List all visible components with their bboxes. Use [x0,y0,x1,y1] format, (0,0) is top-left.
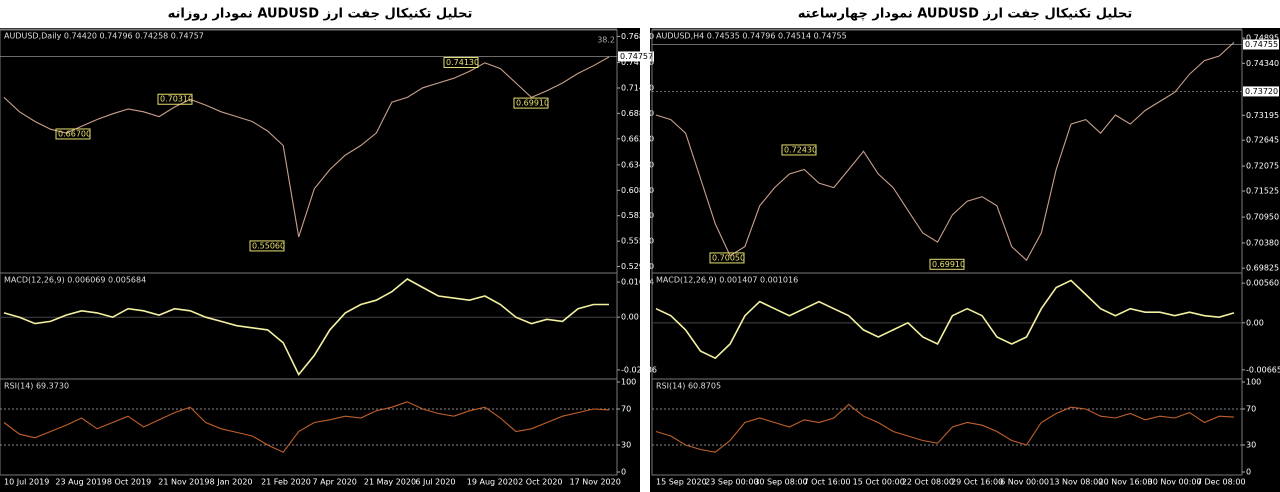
y-tick-label: 0.66200 [621,134,654,143]
y-tick-label: 0.74340 [1246,59,1279,68]
annotation-label: 0.72430 [784,145,817,154]
y-tick-label: 0.72645 [1246,136,1279,145]
y-tick-label: 0.71525 [1246,187,1279,196]
panel-header: MACD(12,26,9) 0.006069 0.005684 [4,276,146,285]
price-badge-label: 0.74755 [1245,40,1278,49]
y-tick-label: 0.72075 [1246,162,1279,171]
y-tick-label: 0 [1246,468,1251,477]
x-tick-label: 13 Nov 08:00 [1049,478,1103,487]
x-tick-label: 22 Oct 08:00 [902,478,954,487]
annotation-label: 0.69910 [516,99,549,108]
y-tick-label: 0.00 [621,313,639,322]
y-tick-label: 0.68840 [621,109,654,118]
x-tick-label: 21 Feb 2020 [261,478,311,487]
price-badge-label: 0.73720 [1245,87,1278,96]
x-tick-label: 8 Oct 2019 [107,478,151,487]
y-tick-label: 70 [621,405,631,414]
x-tick-label: 20 Nov 16:00 [1099,478,1153,487]
y-tick-label: 0.01654 [621,278,654,287]
x-tick-label: 15 Oct 00:00 [853,478,905,487]
plot-border [651,29,1243,476]
annotation-box [443,56,479,68]
annotation-box [249,240,285,252]
x-tick-label: 10 Jul 2019 [4,478,49,487]
y-tick-label: 0.52920 [621,262,654,271]
annotation-box [513,97,549,109]
y-tick-label: 0.70950 [1246,213,1279,222]
annotation-box [157,93,193,105]
annotation-box [55,128,91,140]
y-tick-label: 0.69825 [1246,264,1279,273]
annotation-box [781,144,817,156]
y-tick-label: 0.70380 [1246,238,1279,247]
x-tick-label: 19 Aug 2020 [467,478,518,487]
y-tick-label: 0.63480 [621,160,654,169]
annotation-label: 0.55060 [252,241,285,250]
x-tick-label: 15 Sep 2020 [656,478,707,487]
y-tick-label: 30 [1246,441,1256,450]
annotation-label: 0.70050 [712,253,745,262]
x-tick-label: 30 Sep 08:00 [754,478,807,487]
rsi-line [655,403,1235,453]
annotation-label: 0.74130 [446,58,479,67]
y-tick-label: 0.00 [1246,318,1264,327]
y-tick-label: 100 [621,378,636,387]
y-tick-label: 100 [1246,378,1261,387]
price-line [655,41,1235,262]
y-tick-label: 0.005607 [1246,279,1280,288]
panel-header: RSI(14) 69.3730 [4,382,69,391]
y-tick-label: -0.02486 [621,365,657,374]
x-tick-label: 21 Nov 2019 [158,478,209,487]
y-tick-label: 0.71480 [621,83,654,92]
panel-header: AUDUSD,Daily 0.74420 0.74796 0.74258 0.7… [4,32,204,41]
x-tick-label: 6 Jul 2020 [415,478,455,487]
y-tick-label: 0.60840 [621,186,654,195]
annotation-box [709,252,745,264]
annotation-label: 0.69910 [932,260,965,269]
x-tick-label: 30 Nov 00:00 [1148,478,1202,487]
x-tick-label: 7 Oct 16:00 [804,478,851,487]
x-tick-label: 7 Dec 08:00 [1197,478,1246,487]
left-panel [0,28,640,492]
y-tick-label: 0.73195 [1246,111,1279,120]
price-badge [618,51,654,62]
x-tick-label: 21 May 2020 [364,478,416,487]
x-tick-label: 29 Oct 16:00 [951,478,1003,487]
panel-header: RSI(14) 60.8705 [656,382,721,391]
y-tick-label: 0 [621,468,626,477]
rsi-line [3,401,610,453]
price-line [3,56,610,238]
panel-header: MACD(12,26,9) 0.001407 0.001016 [656,276,798,285]
annotation-label: 0.70310 [160,95,193,104]
y-tick-label: -0.006656 [1246,365,1280,374]
x-tick-label: 6 Nov 00:00 [1000,478,1049,487]
y-tick-label: 0.55560 [621,237,654,246]
price-badge [1243,39,1279,50]
x-tick-label: 8 Jan 2020 [210,478,253,487]
annotation-label: 0.66700 [58,129,91,138]
x-tick-label: 2 Oct 2020 [518,478,562,487]
x-tick-label: 7 Apr 2020 [313,478,357,487]
macd-line [3,278,609,376]
y-tick-label: 70 [1246,405,1256,414]
x-tick-label: 23 Aug 2019 [55,478,106,487]
chart-title: تحلیل تکنیکال جفت ارز AUDUSD نمودار چهار… [798,7,1132,22]
y-tick-label: 0.58200 [621,211,654,220]
panel-header: AUDUSD,H4 0.74535 0.74796 0.74514 0.7475… [656,32,847,41]
x-tick-label: 17 Nov 2020 [570,478,621,487]
price-badge [1243,86,1279,97]
price-badge-label: 0.74757 [620,52,653,61]
y-tick-label: 30 [621,441,631,450]
fib-label: 38.2 [597,36,615,45]
plot-border [0,29,618,476]
annotation-box [929,258,965,270]
macd-line [655,279,1235,360]
chart-title: تحلیل تکنیکال جفت ارز AUDUSD نمودار روزا… [168,7,473,22]
y-tick-label: 0.74120 [621,58,654,67]
y-tick-label: 0.76840 [621,32,654,41]
y-tick-label: 0.74895 [1246,34,1279,43]
x-tick-label: 23 Sep 00:00 [705,478,758,487]
right-panel [650,28,1280,492]
